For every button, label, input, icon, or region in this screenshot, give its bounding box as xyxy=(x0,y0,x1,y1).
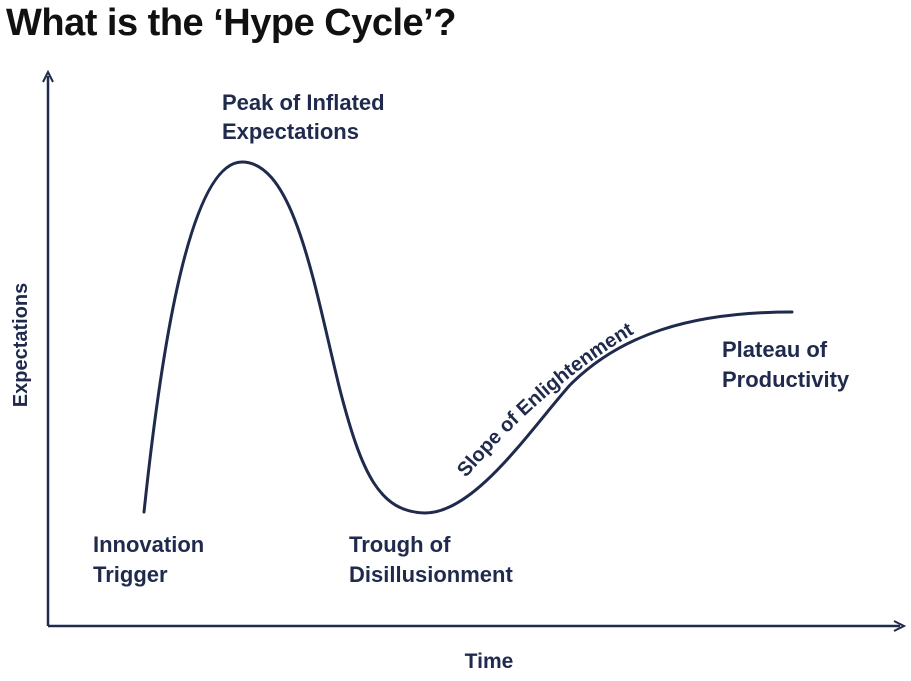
y-axis-label: Expectations xyxy=(10,283,32,407)
plateau-label-line-1: Plateau of xyxy=(722,337,828,362)
peak-label-line-1: Peak of Inflated xyxy=(222,90,385,115)
innovation-trigger-label-line-1: Innovation xyxy=(93,532,204,557)
trough-label-line-1: Trough of xyxy=(349,532,451,557)
peak-label-line-2: Expectations xyxy=(222,119,359,144)
x-axis-arrowhead xyxy=(893,620,907,632)
innovation-trigger-label-line-2: Trigger xyxy=(93,562,168,587)
slope-label: Slope of Enlightenment xyxy=(453,318,637,481)
x-axis-label: Time xyxy=(465,650,514,673)
hype-curve xyxy=(142,160,794,515)
page-title: What is the ‘Hype Cycle’? xyxy=(6,2,456,44)
trough-label-line-2: Disillusionment xyxy=(349,562,513,587)
slope-label-text: Slope of Enlightenment xyxy=(453,318,637,481)
y-axis-arrowhead xyxy=(42,69,54,83)
plateau-label-line-2: Productivity xyxy=(722,367,850,392)
